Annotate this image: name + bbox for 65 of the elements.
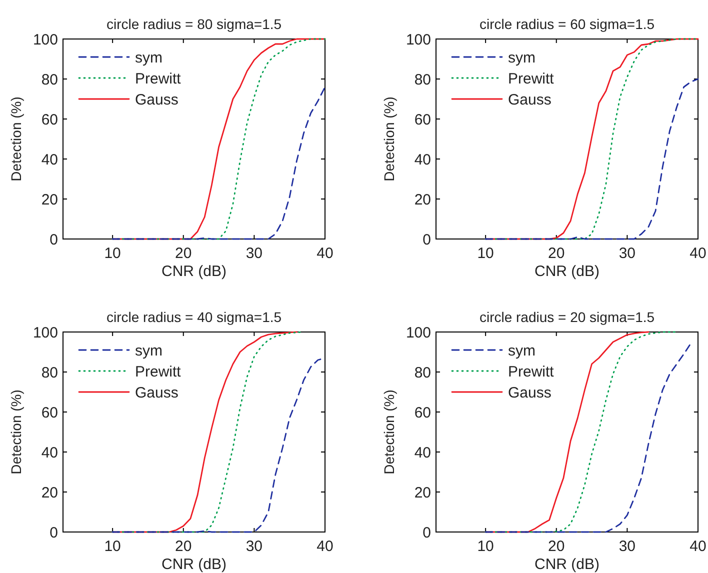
y-axis-title: Detection (%) (8, 390, 24, 474)
y-tick-label: 0 (50, 524, 58, 542)
y-tick-label: 60 (41, 111, 58, 128)
y-tick-label: 20 (41, 484, 58, 502)
y-tick-label: 0 (422, 524, 431, 542)
y-tick-label: 80 (41, 71, 58, 88)
legend-label: Gauss (135, 384, 178, 402)
x-tick-label: 30 (618, 538, 636, 555)
y-tick-label: 0 (50, 231, 58, 248)
y-tick-label: 40 (414, 151, 431, 168)
y-tick-label: 40 (414, 444, 431, 462)
y-tick-label: 100 (32, 31, 58, 48)
x-tick-label: 40 (316, 538, 334, 555)
x-tick-label: 20 (548, 538, 565, 555)
y-tick-label: 40 (41, 444, 58, 462)
y-tick-label: 0 (422, 231, 431, 248)
x-axis-title: CNR (dB) (534, 556, 600, 573)
x-tick-label: 10 (477, 245, 494, 262)
y-axis-title: Detection (%) (381, 96, 397, 182)
x-tick-label: 30 (618, 245, 636, 262)
x-tick-label: 30 (246, 245, 263, 262)
legend-label: sym (508, 49, 536, 66)
x-axis-title: CNR (dB) (161, 556, 227, 573)
x-tick-label: 40 (690, 538, 706, 555)
legend-label: Gauss (135, 91, 178, 108)
x-tick-label: 10 (477, 538, 494, 555)
y-tick-label: 60 (414, 404, 431, 422)
legend-label: sym (135, 342, 162, 360)
y-tick-label: 20 (414, 484, 431, 502)
x-tick-label: 20 (548, 245, 565, 262)
legend-label: Prewitt (135, 363, 182, 380)
y-tick-label: 80 (414, 364, 431, 382)
y-tick-label: 80 (41, 364, 58, 382)
x-tick-label: 30 (246, 538, 263, 555)
y-tick-label: 40 (41, 151, 58, 168)
x-axis-title: CNR (dB) (161, 263, 227, 280)
chart-title: circle radius = 40 sigma=1.5 (106, 309, 282, 325)
chart-title: circle radius = 20 sigma=1.5 (479, 309, 655, 325)
chart-title: circle radius = 60 sigma=1.5 (479, 16, 655, 32)
line-series (112, 86, 326, 240)
legend-label: Gauss (508, 384, 552, 402)
x-tick-label: 10 (104, 538, 121, 555)
y-tick-label: 60 (414, 111, 431, 128)
x-tick-label: 40 (690, 245, 706, 262)
x-tick-label: 40 (316, 245, 334, 262)
chart-title: circle radius = 80 sigma=1.5 (106, 16, 282, 32)
x-axis-title: CNR (dB) (534, 263, 600, 280)
legend-label: Prewitt (508, 363, 555, 380)
y-axis-title: Detection (%) (8, 96, 24, 182)
legend-label: Gauss (508, 91, 552, 108)
y-tick-label: 60 (41, 404, 58, 422)
x-tick-label: 20 (175, 245, 192, 262)
y-tick-label: 100 (406, 31, 431, 48)
legend-label: Prewitt (135, 70, 182, 88)
y-axis-title: Detection (%) (381, 390, 397, 474)
x-tick-label: 10 (104, 245, 121, 262)
legend-label: Prewitt (508, 70, 555, 88)
y-tick-label: 80 (414, 71, 431, 88)
y-tick-label: 100 (32, 324, 58, 342)
legend-label: sym (508, 342, 536, 360)
legend-label: sym (135, 49, 162, 66)
y-tick-label: 20 (414, 191, 431, 208)
x-tick-label: 20 (175, 538, 192, 555)
y-tick-label: 100 (406, 324, 431, 342)
y-tick-label: 20 (41, 191, 58, 208)
